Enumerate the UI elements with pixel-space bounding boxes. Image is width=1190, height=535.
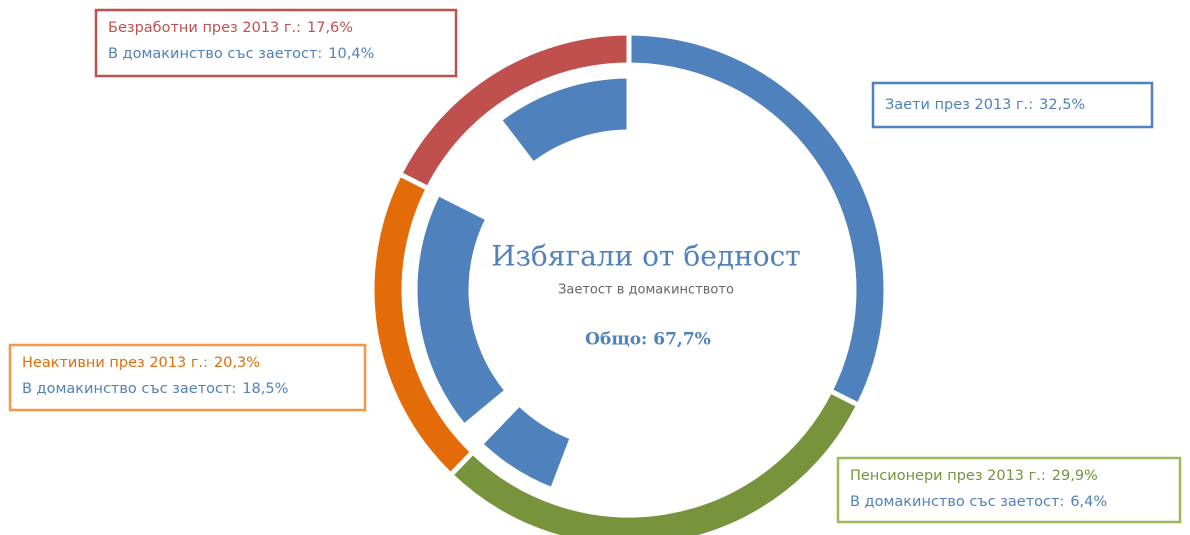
callout-line: Пенсионери през 2013 г.: 29,9% bbox=[850, 468, 1098, 484]
inner-segment bbox=[412, 190, 511, 430]
inner-value-label: 18,5% bbox=[242, 381, 288, 397]
callout-line: Заети през 2013 г.: 32,5% bbox=[885, 97, 1085, 113]
value-label: 20,3% bbox=[214, 355, 260, 371]
callout-line: В домакинство със заетост: 10,4% bbox=[108, 46, 374, 62]
inner-segment bbox=[495, 73, 632, 168]
chart-title: Избягали от бедност bbox=[491, 240, 801, 273]
value-label: 29,9% bbox=[1052, 468, 1098, 484]
category-label: Неактивни през 2013 г.: bbox=[22, 355, 208, 371]
total-label: Общо: 67,7% bbox=[585, 330, 711, 350]
value-label: 17,6% bbox=[307, 20, 353, 36]
inner-value-label: 6,4% bbox=[1070, 494, 1107, 510]
outer-segment bbox=[396, 30, 632, 192]
chart-subtitle: Заетост в домакинството bbox=[558, 283, 734, 298]
callout-box bbox=[94, 8, 458, 78]
inner-name: В домакинство със заетост: bbox=[22, 381, 236, 397]
inner-name: В домакинство със заетост: bbox=[850, 494, 1064, 510]
callout-line: В домакинство със заетост: 18,5% bbox=[22, 381, 288, 397]
category-label: Безработни през 2013 г.: bbox=[108, 20, 301, 36]
category-label: Заети през 2013 г.: bbox=[885, 97, 1033, 113]
callout-box bbox=[8, 343, 367, 412]
callout-line: Безработни през 2013 г.: 17,6% bbox=[108, 20, 353, 36]
callout-line: В домакинство със заетост: 6,4% bbox=[850, 494, 1107, 510]
value-label: 32,5% bbox=[1039, 97, 1085, 113]
inner-value-label: 10,4% bbox=[328, 46, 374, 62]
callout-box bbox=[836, 456, 1182, 524]
callout-box bbox=[871, 81, 1154, 129]
inner-name: В домакинство със заетост: bbox=[108, 46, 322, 62]
category-label: Пенсионери през 2013 г.: bbox=[850, 468, 1046, 484]
callout-line: Неактивни през 2013 г.: 20,3% bbox=[22, 355, 260, 371]
inner-segment bbox=[476, 400, 576, 494]
